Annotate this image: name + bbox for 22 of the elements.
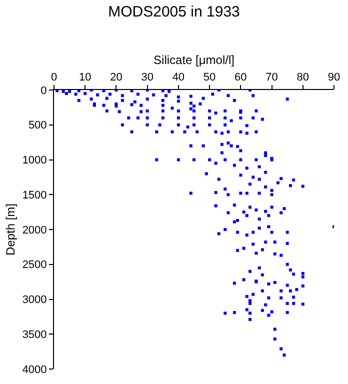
x-tick-label: 60 <box>234 72 247 84</box>
y-tick-label: 4000 <box>22 364 47 376</box>
x-axis-title: Silicate [μmol/l] <box>154 52 234 67</box>
y-tick-label: 3500 <box>22 328 47 341</box>
y-tick-label: 2500 <box>22 259 47 272</box>
x-tick-label: 0 <box>50 72 58 84</box>
x-tick-label: 10 <box>78 72 92 84</box>
y-tick-label: 1500 <box>22 189 47 202</box>
y-axis-title: Depth [m] <box>4 203 18 256</box>
x-tick-label: 50 <box>203 72 216 84</box>
x-tick-label: 70 <box>266 72 278 84</box>
x-tick-label: 40 <box>172 72 185 84</box>
x-tick-label: 20 <box>110 72 122 84</box>
y-tick-label: 1000 <box>22 154 47 167</box>
x-tick-label: 90 <box>328 72 340 84</box>
y-tick-label: 0 <box>40 84 47 97</box>
chart-title: MODS2005 in 1933 <box>108 3 240 20</box>
y-tick-label: 500 <box>28 120 47 132</box>
x-tick-label: 80 <box>296 72 310 84</box>
x-tick-label: 30 <box>141 72 154 84</box>
y-tick-label: 3000 <box>22 294 47 306</box>
y-tick-label: 2000 <box>22 224 47 236</box>
